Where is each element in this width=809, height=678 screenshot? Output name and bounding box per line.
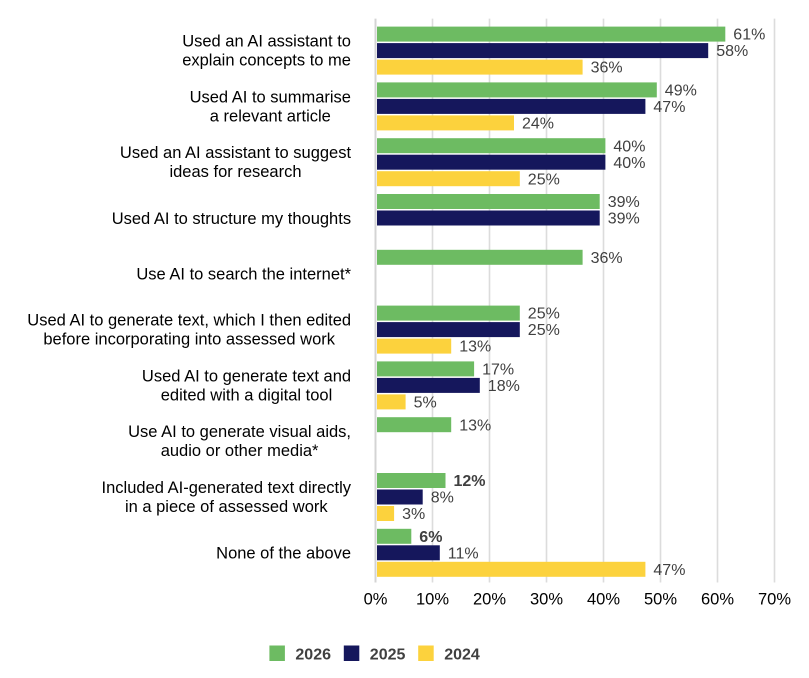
svg-text:25%: 25% [528,306,560,323]
svg-text:60%: 60% [701,591,734,609]
svg-text:49%: 49% [665,83,697,100]
svg-text:Included AI-generated text dir: Included AI-generated text directly [102,479,352,497]
svg-text:ideas for research: ideas for research [169,163,301,181]
svg-text:40%: 40% [613,138,645,155]
svg-text:0%: 0% [364,591,388,609]
svg-text:58%: 58% [716,43,748,60]
svg-text:edited with a digital tool: edited with a digital tool [161,386,333,404]
svg-text:20%: 20% [473,591,506,609]
svg-text:Used AI to structure my though: Used AI to structure my thoughts [112,210,351,228]
svg-text:Used AI to generate text and: Used AI to generate text and [142,367,351,385]
svg-text:6%: 6% [419,529,442,546]
svg-text:39%: 39% [608,211,640,228]
svg-text:8%: 8% [431,490,454,507]
svg-text:before incorporating into asse: before incorporating into assessed work [43,331,335,349]
svg-text:None of the above: None of the above [216,545,351,563]
svg-text:Used AI to summarise: Used AI to summarise [190,88,351,106]
svg-text:Use AI to generate visual aids: Use AI to generate visual aids, [128,423,351,441]
svg-text:Used AI to generate text, whic: Used AI to generate text, which I then e… [27,312,351,330]
svg-text:2024: 2024 [444,647,480,664]
svg-text:70%: 70% [758,591,791,609]
svg-text:2025: 2025 [370,647,406,664]
svg-text:10%: 10% [416,591,449,609]
svg-text:Used an AI assistant to sugges: Used an AI assistant to suggest [120,144,352,162]
svg-text:5%: 5% [414,395,437,412]
svg-text:24%: 24% [522,116,554,133]
svg-text:40%: 40% [587,591,620,609]
svg-text:47%: 47% [653,562,685,579]
svg-text:25%: 25% [528,171,560,188]
svg-text:12%: 12% [454,473,486,490]
svg-text:2026: 2026 [295,647,331,664]
svg-text:3%: 3% [402,506,425,523]
svg-text:Use AI to search the internet*: Use AI to search the internet* [136,266,351,284]
svg-text:13%: 13% [459,339,491,356]
svg-text:explain concepts to me: explain concepts to me [182,52,351,70]
svg-text:17%: 17% [482,362,514,379]
svg-text:in a piece of assessed work: in a piece of assessed work [125,498,328,516]
svg-text:40%: 40% [613,155,645,172]
svg-text:30%: 30% [530,591,563,609]
svg-text:50%: 50% [644,591,677,609]
svg-text:18%: 18% [488,378,520,395]
svg-text:25%: 25% [528,322,560,339]
svg-text:11%: 11% [448,545,479,562]
svg-text:a relevant article: a relevant article [210,107,331,125]
svg-text:Used an AI assistant to: Used an AI assistant to [182,33,351,51]
svg-text:audio or other media*: audio or other media* [161,442,319,460]
svg-text:36%: 36% [591,60,623,77]
svg-text:61%: 61% [733,27,765,44]
svg-text:47%: 47% [653,99,685,116]
svg-text:39%: 39% [608,194,640,211]
svg-text:13%: 13% [459,417,491,434]
svg-text:36%: 36% [591,250,623,267]
